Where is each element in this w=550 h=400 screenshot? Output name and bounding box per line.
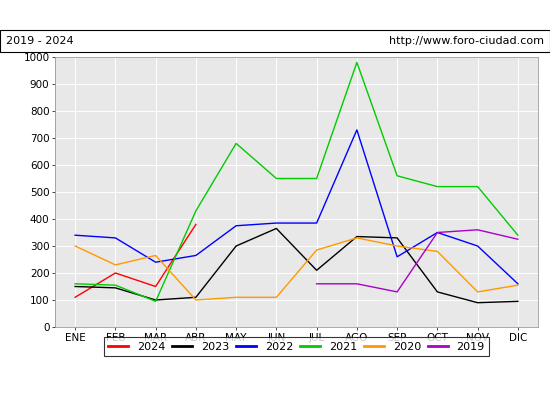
Text: 2019 - 2024: 2019 - 2024 (6, 36, 73, 46)
Legend: 2024, 2023, 2022, 2021, 2020, 2019: 2024, 2023, 2022, 2021, 2020, 2019 (104, 338, 489, 356)
Text: http://www.foro-ciudad.com: http://www.foro-ciudad.com (389, 36, 544, 46)
Text: Evolucion Nº Turistas Nacionales en el municipio de Verdú: Evolucion Nº Turistas Nacionales en el m… (57, 8, 493, 22)
